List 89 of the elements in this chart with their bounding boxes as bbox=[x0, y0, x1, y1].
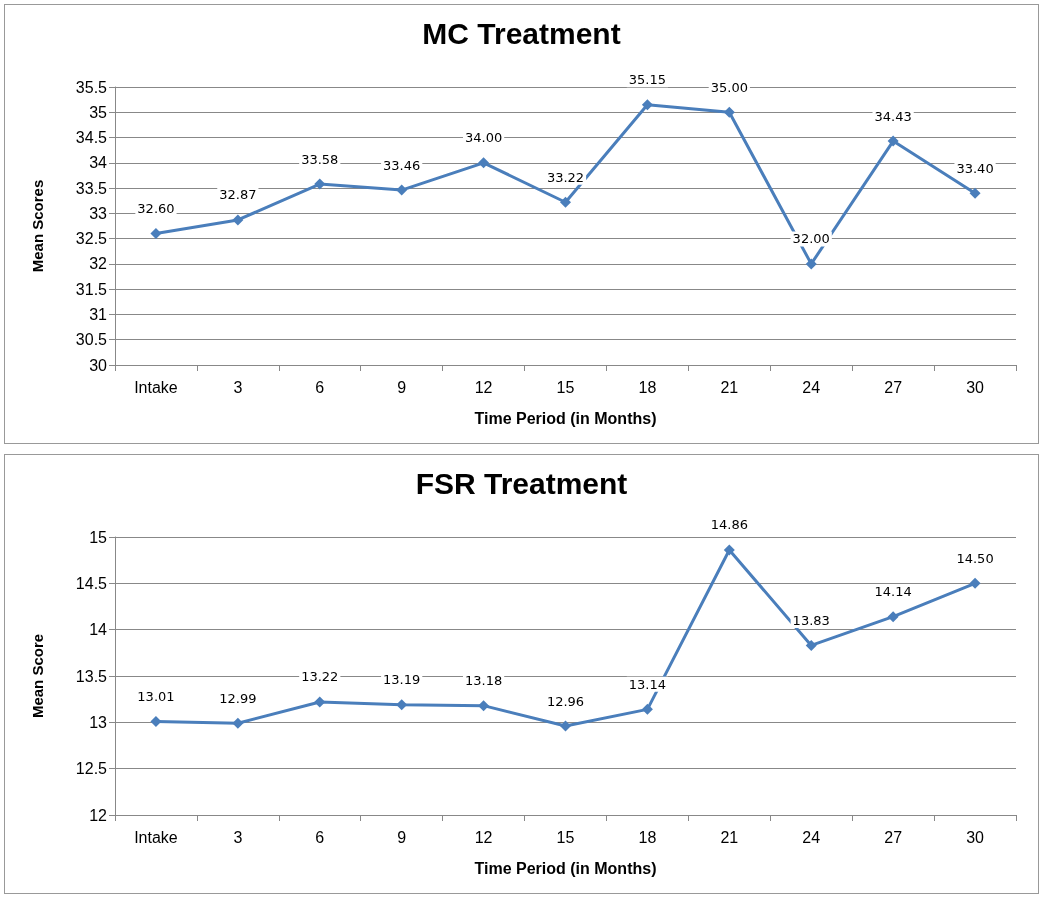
point bbox=[969, 577, 981, 589]
x-tick-label: 18 bbox=[638, 378, 657, 396]
x-tick-label: 15 bbox=[556, 378, 575, 396]
point bbox=[478, 700, 490, 712]
data-label: 13.14 bbox=[628, 676, 667, 692]
point bbox=[887, 135, 899, 147]
y-tick-label: 12 bbox=[89, 806, 108, 824]
x-tick-label: 24 bbox=[802, 378, 821, 396]
y-tick-label: 13.5 bbox=[75, 667, 108, 685]
x-tick-label: Intake bbox=[134, 378, 178, 396]
y-axis-title: Mean Scores bbox=[29, 179, 46, 273]
data-label: 14.14 bbox=[874, 584, 912, 600]
data-label: 33.58 bbox=[301, 151, 339, 167]
x-tick-label: 30 bbox=[966, 828, 985, 846]
point bbox=[232, 214, 244, 226]
x-tick-label: 24 bbox=[802, 828, 821, 846]
y-tick-label: 14 bbox=[89, 621, 108, 639]
chart-title: MC Treatment bbox=[422, 16, 621, 50]
data-label: 13.19 bbox=[383, 672, 421, 688]
point bbox=[560, 720, 571, 732]
data-label: 32.60 bbox=[137, 201, 175, 217]
point bbox=[723, 106, 735, 118]
point bbox=[150, 715, 162, 727]
data-label: 13.18 bbox=[464, 673, 503, 689]
x-tick-label: 15 bbox=[556, 828, 575, 846]
x-tick-label: 21 bbox=[720, 828, 739, 846]
point bbox=[969, 187, 981, 199]
point bbox=[641, 703, 653, 715]
data-label: 33.40 bbox=[956, 160, 994, 176]
x-tick-label: 27 bbox=[884, 378, 903, 396]
y-tick-label: 35 bbox=[89, 103, 108, 121]
y-tick-label: 15 bbox=[89, 528, 108, 546]
y-tick-label: 14.5 bbox=[75, 574, 108, 592]
y-tick-label: 33 bbox=[89, 204, 108, 222]
point bbox=[232, 717, 244, 729]
point bbox=[805, 258, 817, 270]
data-label: 13.01 bbox=[137, 688, 175, 704]
x-tick-label: 6 bbox=[315, 378, 325, 396]
point bbox=[478, 157, 490, 169]
y-tick-label: 12.5 bbox=[75, 760, 108, 778]
data-label: 13.83 bbox=[792, 612, 830, 628]
x-tick-label: 12 bbox=[474, 828, 493, 846]
data-label: 34.43 bbox=[874, 108, 912, 124]
x-tick-label: 3 bbox=[233, 378, 243, 396]
x-tick-label: Intake bbox=[134, 828, 178, 846]
x-tick-label: 27 bbox=[884, 828, 903, 846]
point bbox=[560, 196, 571, 208]
x-tick-label: 3 bbox=[233, 828, 243, 846]
y-tick-label: 35.5 bbox=[75, 78, 108, 96]
y-tick-label: 30 bbox=[89, 356, 108, 374]
x-tick-label: 9 bbox=[397, 828, 407, 846]
data-label: 32.00 bbox=[792, 231, 830, 247]
data-label: 32.87 bbox=[219, 187, 257, 203]
y-tick-label: 31.5 bbox=[75, 280, 108, 298]
chart-title: FSR Treatment bbox=[415, 466, 628, 500]
point bbox=[887, 611, 899, 623]
y-tick-label: 34 bbox=[89, 154, 108, 172]
data-label: 13.22 bbox=[301, 669, 339, 685]
y-axis-title: Mean Score bbox=[29, 633, 46, 719]
y-tick-label: 13 bbox=[89, 713, 108, 731]
data-label: 33.46 bbox=[383, 157, 421, 173]
data-label: 14.50 bbox=[956, 550, 994, 566]
point bbox=[641, 99, 653, 111]
data-label: 12.99 bbox=[219, 690, 257, 706]
y-tick-label: 32 bbox=[89, 255, 108, 273]
data-label: 35.00 bbox=[710, 79, 748, 95]
y-tick-label: 33.5 bbox=[75, 179, 108, 197]
x-tick-label: 21 bbox=[720, 378, 739, 396]
point bbox=[150, 228, 162, 240]
x-tick-label: 18 bbox=[638, 828, 657, 846]
x-tick-label: 12 bbox=[474, 378, 493, 396]
x-axis-title: Time Period (in Months) bbox=[474, 859, 657, 877]
point bbox=[396, 699, 408, 711]
data-label: 12.96 bbox=[546, 693, 585, 709]
data-label: 14.86 bbox=[710, 517, 748, 533]
data-label: 35.15 bbox=[628, 72, 667, 88]
y-tick-label: 30.5 bbox=[75, 331, 108, 349]
point bbox=[723, 544, 735, 556]
y-tick-label: 32.5 bbox=[75, 230, 108, 248]
x-tick-label: 30 bbox=[966, 378, 985, 396]
x-tick-label: 9 bbox=[397, 378, 407, 396]
data-label: 34.00 bbox=[464, 130, 503, 146]
point bbox=[396, 184, 408, 196]
point bbox=[805, 639, 817, 651]
data-label: 33.22 bbox=[546, 169, 585, 185]
y-tick-label: 34.5 bbox=[75, 129, 108, 147]
y-tick-label: 31 bbox=[89, 305, 108, 323]
x-axis-title: Time Period (in Months) bbox=[474, 409, 657, 427]
x-tick-label: 6 bbox=[315, 828, 325, 846]
